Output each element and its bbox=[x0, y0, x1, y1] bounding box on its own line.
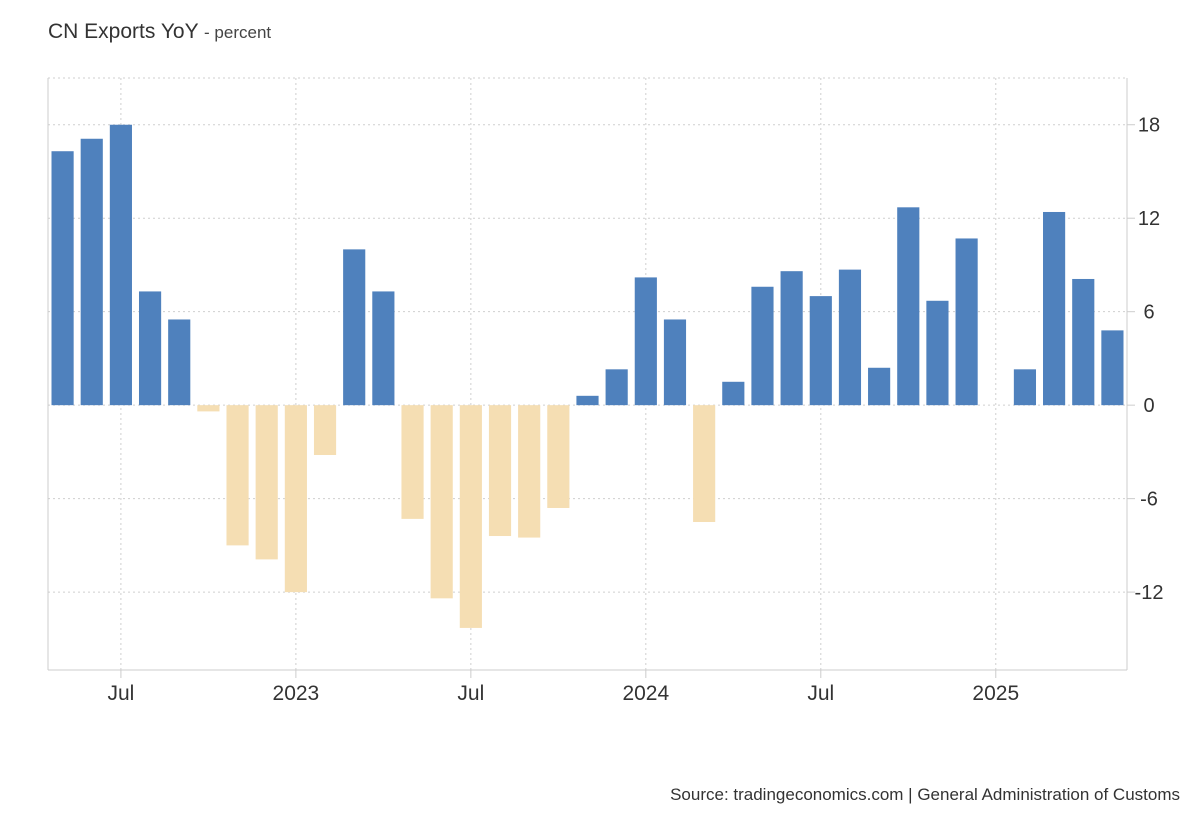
y-tick-label: 18 bbox=[1138, 115, 1160, 137]
bar-2022-09[interactable] bbox=[168, 319, 191, 406]
bar-2022-07[interactable] bbox=[109, 124, 132, 406]
x-tick-label: Jul bbox=[457, 682, 484, 705]
bar-2024-07[interactable] bbox=[809, 296, 832, 406]
bar-2024-05[interactable] bbox=[751, 286, 774, 406]
bar-2025-05[interactable] bbox=[1101, 330, 1124, 406]
x-tick-label: Jul bbox=[107, 682, 134, 705]
source-note: Source: tradingeconomics.com | General A… bbox=[670, 785, 1180, 804]
bar-2025-04[interactable] bbox=[1072, 278, 1095, 406]
y-tick-label: 6 bbox=[1143, 302, 1154, 324]
bar-2025-02[interactable] bbox=[1013, 369, 1037, 406]
bar-2024-12[interactable] bbox=[955, 238, 978, 406]
bar-2024-11[interactable] bbox=[926, 300, 949, 406]
axis-layer: 18 12 6 0 -6 -12 Jul 2023 Jul 2024 Jul 2025 bbox=[47, 78, 1164, 705]
bar-2023-07[interactable] bbox=[459, 405, 482, 628]
bar-2024-04[interactable] bbox=[722, 381, 745, 406]
bar-2023-03[interactable] bbox=[343, 249, 366, 406]
bar-2023-10[interactable] bbox=[547, 405, 570, 508]
bar-2025-03[interactable] bbox=[1043, 211, 1066, 406]
bar-2024-08[interactable] bbox=[838, 269, 862, 406]
y-tick-label: -6 bbox=[1140, 489, 1158, 511]
y-tick-label: -12 bbox=[1135, 582, 1164, 604]
bars-layer bbox=[51, 124, 1124, 628]
y-tick-label: 0 bbox=[1143, 395, 1154, 417]
bar-2024-06[interactable] bbox=[780, 271, 803, 406]
y-tick-label: 12 bbox=[1138, 208, 1160, 230]
x-tick-label: Jul bbox=[807, 682, 834, 705]
bar-2023-11[interactable] bbox=[576, 395, 599, 406]
bar-2024-09[interactable] bbox=[868, 367, 891, 406]
bar-2022-11[interactable] bbox=[226, 405, 249, 546]
bar-2022-08[interactable] bbox=[138, 291, 162, 406]
bar-2023-04[interactable] bbox=[372, 291, 395, 406]
bar-2024-10[interactable] bbox=[897, 207, 920, 406]
x-tick-label: 2024 bbox=[622, 682, 669, 705]
bar-2023-09[interactable] bbox=[518, 405, 541, 538]
chart-title: CN Exports YoY bbox=[48, 20, 199, 43]
x-tick-label: 2025 bbox=[972, 682, 1019, 705]
bar-2024-02[interactable] bbox=[663, 319, 687, 406]
bar-2023-12[interactable] bbox=[605, 369, 628, 406]
bar-2022-12[interactable] bbox=[255, 405, 278, 560]
bar-chart: 18 12 6 0 -6 -12 Jul 2023 Jul 2024 Jul 2025 bbox=[47, 77, 1164, 705]
chart-title-block: CN Exports YoY - percent bbox=[48, 20, 271, 44]
x-tick-label: 2023 bbox=[273, 682, 320, 705]
chart-subtitle: - percent bbox=[204, 23, 272, 42]
bar-2023-02[interactable] bbox=[313, 405, 337, 456]
bar-2022-06[interactable] bbox=[80, 138, 103, 406]
bar-2022-10[interactable] bbox=[197, 405, 220, 412]
bar-2023-01[interactable] bbox=[284, 405, 307, 593]
bar-2023-05[interactable] bbox=[401, 405, 424, 519]
bar-2022-05[interactable] bbox=[51, 151, 74, 406]
bar-2024-01[interactable] bbox=[634, 277, 657, 406]
bar-2024-03[interactable] bbox=[693, 405, 716, 522]
bar-2023-06[interactable] bbox=[430, 405, 453, 599]
bar-2023-08[interactable] bbox=[488, 405, 512, 537]
